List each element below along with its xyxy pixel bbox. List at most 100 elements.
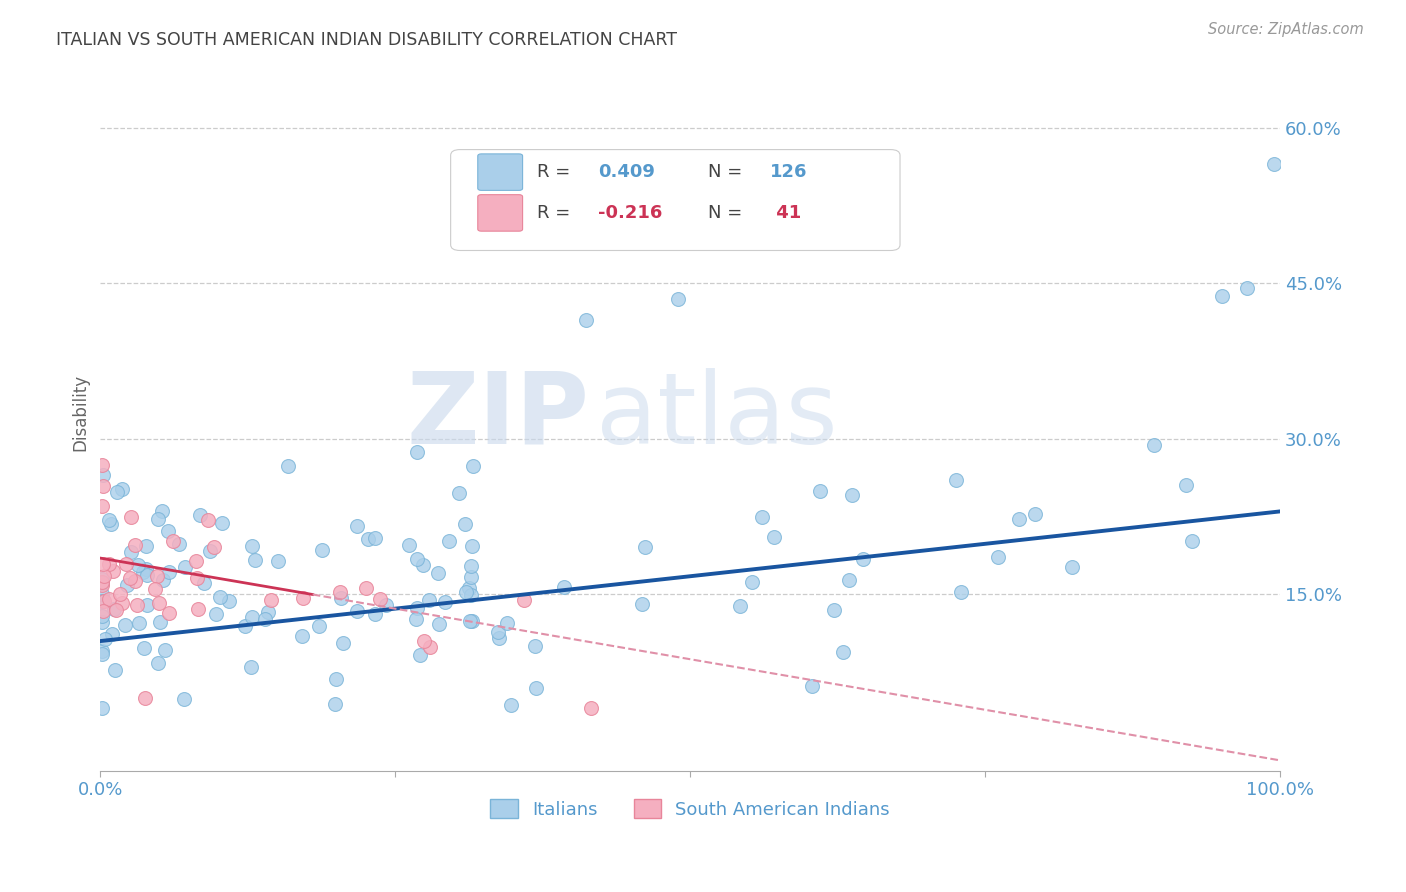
Point	[447, 486, 470, 500]
Point	[90, 701, 112, 715]
Point	[233, 619, 256, 633]
Point	[120, 509, 142, 524]
Text: ZIP: ZIP	[406, 368, 591, 465]
Point	[148, 615, 170, 630]
Point	[398, 538, 420, 552]
Point	[240, 540, 263, 554]
Point	[90, 574, 112, 589]
Point	[801, 679, 824, 693]
Point	[211, 516, 233, 530]
Point	[253, 612, 276, 626]
Point	[186, 571, 208, 585]
Point	[135, 568, 157, 582]
Point	[311, 543, 333, 558]
Point	[132, 565, 155, 579]
Point	[90, 615, 112, 629]
Point	[460, 588, 482, 602]
Point	[120, 571, 142, 585]
Point	[93, 594, 115, 608]
Point	[499, 698, 522, 712]
Point	[763, 530, 786, 544]
Point	[105, 485, 128, 500]
Point	[368, 591, 391, 606]
Point	[945, 473, 967, 487]
Legend: Italians, South American Indians: Italians, South American Indians	[484, 792, 897, 826]
Point	[162, 533, 184, 548]
Point	[127, 598, 149, 612]
Point	[197, 513, 219, 527]
Text: ITALIAN VS SOUTH AMERICAN INDIAN DISABILITY CORRELATION CHART: ITALIAN VS SOUTH AMERICAN INDIAN DISABIL…	[56, 31, 678, 49]
Point	[114, 618, 136, 632]
Point	[173, 692, 195, 706]
Point	[90, 594, 112, 608]
Point	[375, 598, 398, 612]
Point	[101, 627, 124, 641]
Point	[104, 663, 127, 677]
FancyBboxPatch shape	[478, 194, 523, 231]
Point	[98, 591, 121, 606]
Point	[357, 533, 380, 547]
Point	[406, 552, 429, 566]
Point	[831, 645, 853, 659]
Point	[1181, 534, 1204, 549]
Point	[91, 604, 114, 618]
Point	[751, 509, 773, 524]
Point	[308, 619, 330, 633]
Text: N =: N =	[707, 163, 748, 181]
Point	[486, 624, 509, 639]
Point	[460, 559, 482, 574]
Point	[90, 644, 112, 658]
Point	[267, 554, 290, 568]
Point	[243, 552, 266, 566]
Point	[1174, 477, 1197, 491]
Point	[454, 585, 477, 599]
Point	[460, 570, 482, 584]
Point	[730, 599, 752, 613]
Point	[323, 698, 346, 712]
Point	[405, 612, 427, 626]
Point	[666, 292, 689, 306]
Point	[103, 601, 125, 615]
Text: N =: N =	[707, 204, 748, 222]
Point	[115, 558, 138, 572]
Point	[513, 593, 536, 607]
Point	[145, 569, 167, 583]
Point	[332, 635, 354, 649]
Point	[949, 585, 972, 599]
Point	[1263, 157, 1285, 171]
Point	[91, 609, 114, 624]
Point	[409, 648, 432, 662]
Point	[434, 594, 457, 608]
Point	[852, 552, 875, 566]
Point	[631, 597, 654, 611]
Point	[1062, 559, 1084, 574]
Point	[488, 631, 510, 645]
Point	[260, 592, 283, 607]
Point	[523, 639, 546, 653]
Point	[103, 564, 125, 578]
Point	[115, 578, 138, 592]
Point	[127, 558, 149, 572]
Point	[581, 701, 603, 715]
Point	[329, 591, 352, 606]
Point	[240, 659, 263, 673]
Point	[1008, 512, 1031, 526]
Text: 126: 126	[770, 163, 808, 181]
Point	[91, 478, 114, 492]
Point	[461, 539, 484, 553]
Point	[202, 541, 225, 555]
Point	[412, 558, 434, 573]
Point	[153, 643, 176, 657]
Text: -0.216: -0.216	[598, 204, 662, 222]
Point	[90, 458, 112, 472]
Text: atlas: atlas	[596, 368, 838, 465]
Point	[90, 578, 112, 592]
Point	[110, 586, 132, 600]
Point	[346, 518, 368, 533]
Point	[553, 580, 575, 594]
Point	[93, 568, 115, 582]
Point	[157, 607, 180, 621]
Point	[97, 513, 120, 527]
Point	[135, 561, 157, 575]
Point	[204, 607, 226, 621]
